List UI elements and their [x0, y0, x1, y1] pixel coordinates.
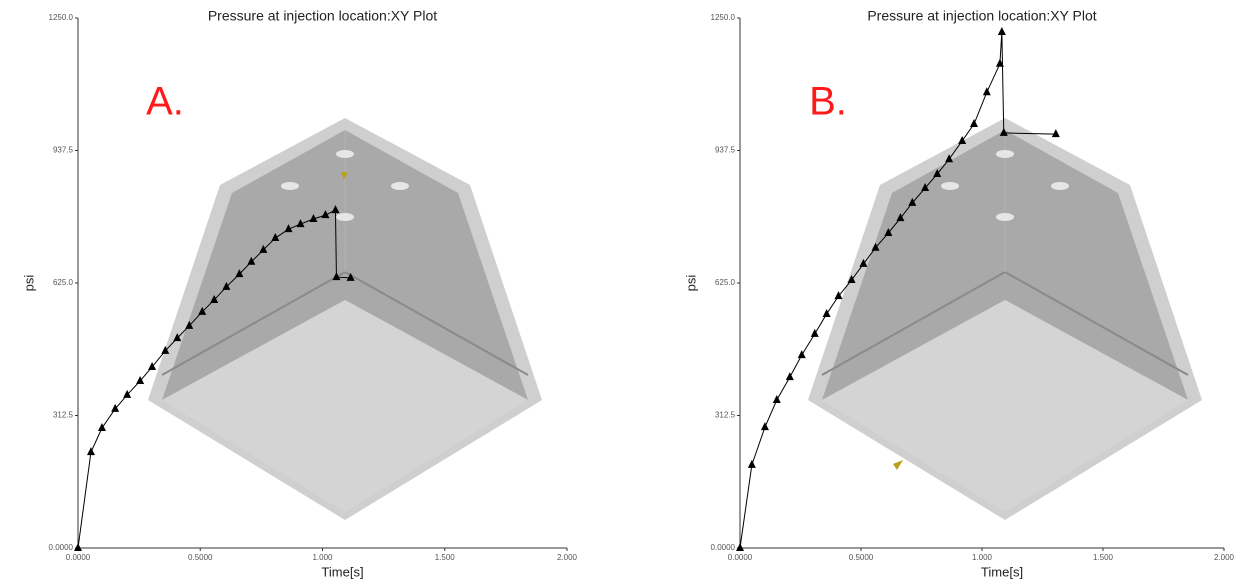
x-tick-label: 1.500 — [435, 553, 456, 562]
chart: 0.0000 312.5 625.0 937.5 1250.0 0.0000 0.5000 1… — [0, 0, 1238, 583]
x-tick-label: 1.000 — [312, 553, 333, 562]
y-tick-label: 312.5 — [715, 411, 736, 420]
chart-title: Pressure at injection location:XY Plot — [867, 8, 1096, 24]
chart-title: Pressure at injection location:XY Plot — [208, 8, 437, 24]
data-marker — [87, 447, 95, 455]
x-axis-label: Time[s] — [321, 564, 363, 579]
x-tick-label: 2.000 — [557, 553, 578, 562]
data-marker — [74, 543, 82, 551]
data-marker — [1052, 129, 1060, 137]
gate-marker — [893, 460, 903, 470]
data-marker — [970, 119, 978, 127]
y-tick-label: 1250.0 — [711, 13, 736, 22]
y-tick-label: 1250.0 — [49, 13, 74, 22]
x-tick-label: 2.000 — [1214, 553, 1235, 562]
y-tick-label: 0.0000 — [49, 543, 74, 552]
x-tick-label: 1.500 — [1093, 553, 1114, 562]
y-axis-label: psi — [21, 275, 36, 292]
y-axis-label: psi — [683, 275, 698, 292]
x-axis-label: Time[s] — [981, 564, 1023, 579]
x-tick-label: 0.5000 — [849, 553, 874, 562]
part-render — [808, 118, 1202, 520]
x-tick-label: 0.0000 — [728, 553, 753, 562]
data-marker — [736, 543, 744, 551]
annotation: A. — [146, 80, 184, 124]
y-tick-label: 937.5 — [715, 146, 736, 155]
x-tick-label: 0.5000 — [188, 553, 213, 562]
annotation: B. — [809, 80, 847, 124]
data-marker — [773, 395, 781, 403]
data-marker — [123, 390, 131, 398]
x-tick-label: 0.0000 — [66, 553, 91, 562]
y-tick-label: 625.0 — [53, 278, 74, 287]
data-marker — [998, 27, 1006, 35]
data-marker — [786, 372, 794, 380]
y-tick-label: 0.0000 — [711, 543, 736, 552]
y-tick-label: 625.0 — [715, 278, 736, 287]
part-render — [148, 118, 542, 520]
data-marker — [748, 460, 756, 468]
data-marker — [761, 422, 769, 430]
data-marker — [983, 87, 991, 95]
y-tick-label: 937.5 — [53, 146, 74, 155]
y-tick-label: 312.5 — [53, 411, 74, 420]
x-tick-label: 1.000 — [972, 553, 993, 562]
